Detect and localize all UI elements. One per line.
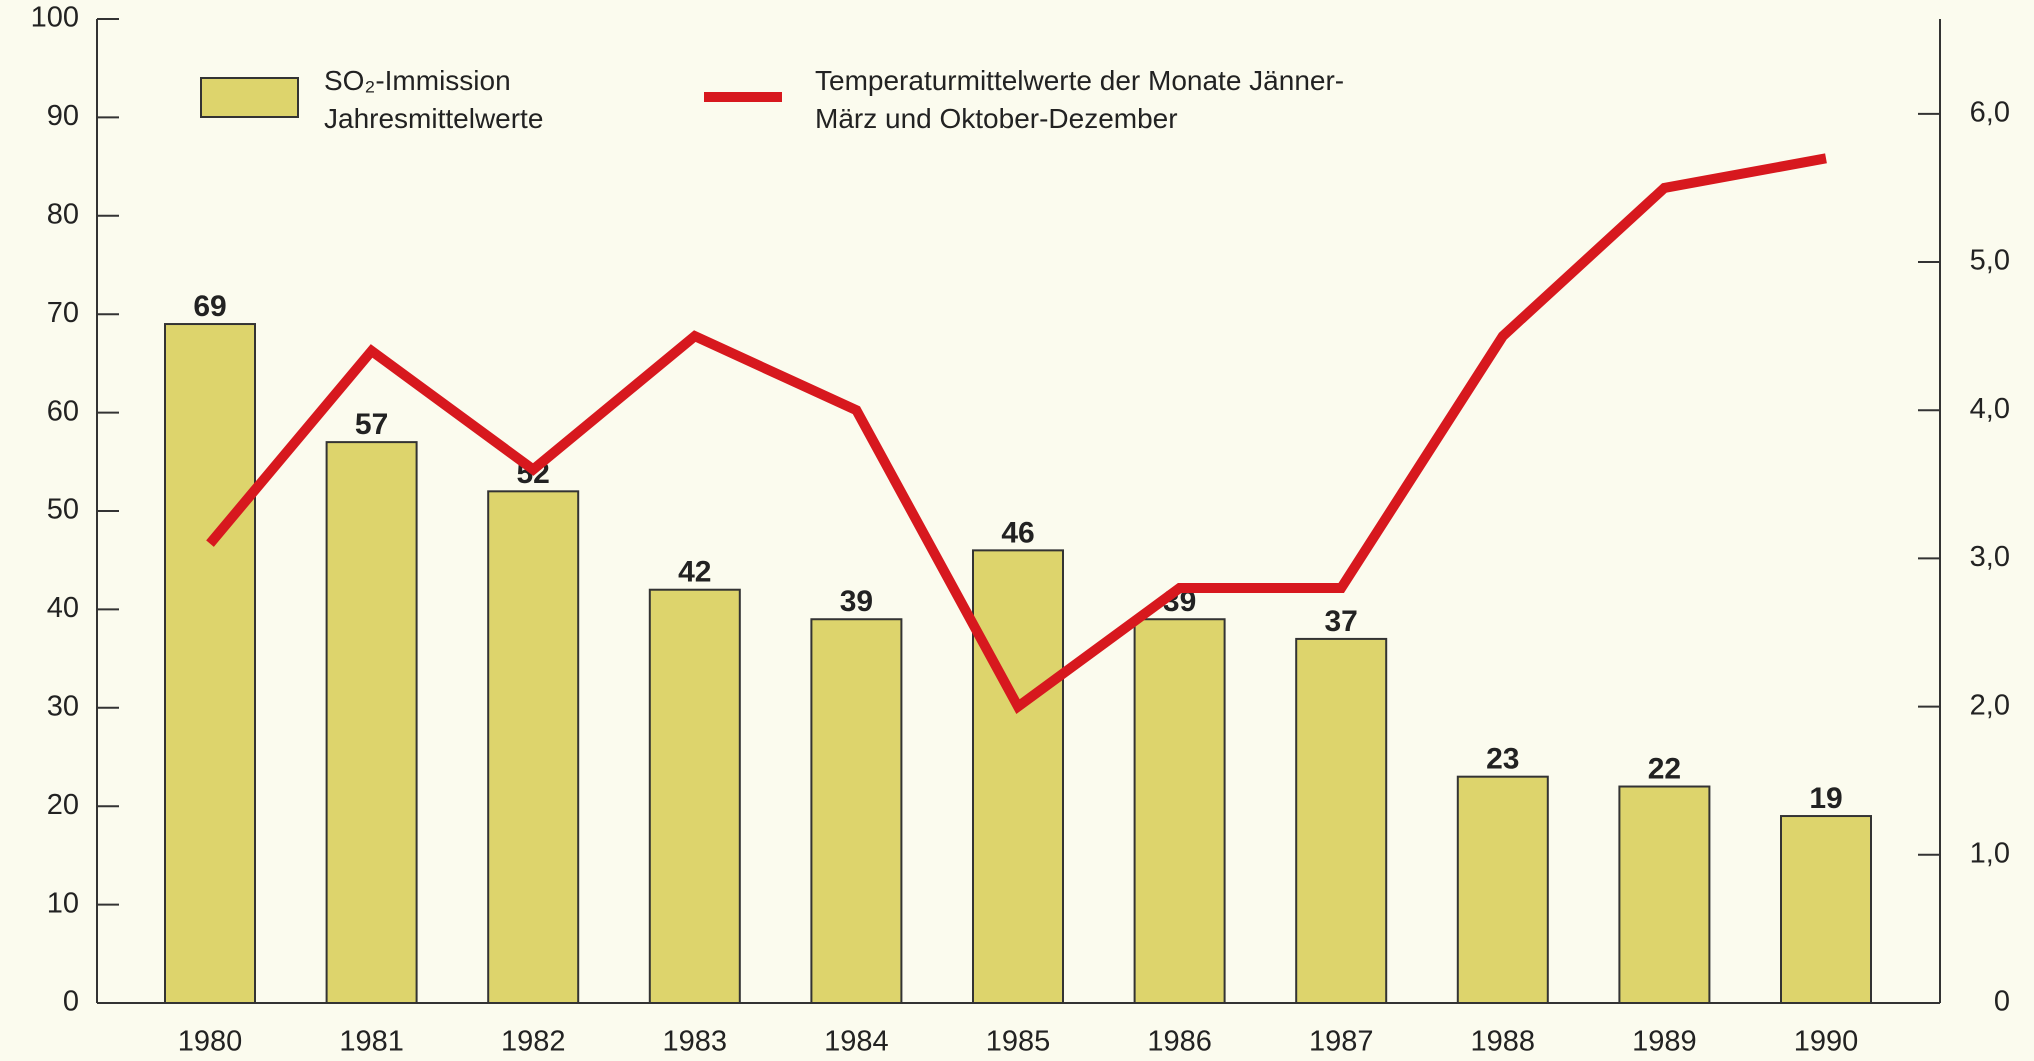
value-label: 46	[1001, 516, 1034, 549]
bar	[972, 549, 1064, 1004]
x-tick-label: 1982	[501, 1026, 566, 1058]
temperature-line	[206, 153, 1827, 715]
y2-tick-label: 6,0	[1970, 96, 2010, 128]
legend-label: SO₂-Immission Jahresmittelwerte	[324, 65, 544, 134]
value-label: 37	[1325, 605, 1358, 638]
value-label: 19	[1809, 782, 1842, 815]
legend-swatch	[200, 77, 299, 118]
value-label: 39	[840, 585, 873, 618]
value-label: 42	[678, 556, 711, 589]
y-tick-label: 100	[31, 2, 79, 34]
x-tick-label: 1987	[1309, 1026, 1374, 1058]
bar	[1780, 815, 1872, 1004]
y-tick-label: 40	[47, 592, 79, 624]
y-tick-label: 20	[47, 789, 79, 821]
bar	[1618, 785, 1711, 1005]
value-label: 69	[193, 290, 226, 323]
bar	[1133, 618, 1226, 1004]
y2-tick-label: 3,0	[1970, 541, 2010, 573]
y-tick-label: 70	[47, 297, 79, 329]
x-tick-label: 1990	[1794, 1026, 1859, 1058]
value-label: 23	[1486, 743, 1519, 776]
y2-tick-label: 0	[1994, 986, 2010, 1018]
y2-tick-label: 2,0	[1970, 689, 2010, 721]
x-tick-label: 1986	[1147, 1026, 1212, 1058]
y2-tick-label: 5,0	[1970, 245, 2010, 277]
y-tick-label: 50	[47, 494, 79, 526]
y-tick-label: 90	[47, 100, 79, 132]
y-tick-label: 80	[47, 198, 79, 230]
value-label: 57	[355, 408, 388, 441]
y2-tick-label: 1,0	[1970, 837, 2010, 869]
y-tick-label: 0	[63, 986, 79, 1018]
y-tick-label: 10	[47, 887, 79, 919]
bar	[1295, 637, 1388, 1004]
x-tick-label: 1980	[178, 1026, 243, 1058]
value-label: 22	[1648, 752, 1681, 785]
x-tick-label: 1984	[824, 1026, 889, 1058]
x-tick-label: 1985	[986, 1026, 1051, 1058]
y2-tick-label: 4,0	[1970, 393, 2010, 425]
x-tick-label: 1983	[663, 1026, 728, 1058]
y-tick-label: 60	[47, 395, 79, 427]
x-tick-label: 1981	[339, 1026, 404, 1058]
legend-label: Temperaturmittelwerte der Monate Jänner-…	[815, 65, 1345, 134]
x-tick-label: 1988	[1471, 1026, 1536, 1058]
bar	[1456, 775, 1549, 1004]
y-tick-label: 30	[47, 690, 79, 722]
bar	[648, 588, 741, 1004]
bar	[487, 490, 580, 1004]
bar	[325, 441, 418, 1004]
bar	[164, 323, 256, 1005]
x-tick-label: 1989	[1632, 1026, 1697, 1058]
bar	[810, 618, 903, 1004]
